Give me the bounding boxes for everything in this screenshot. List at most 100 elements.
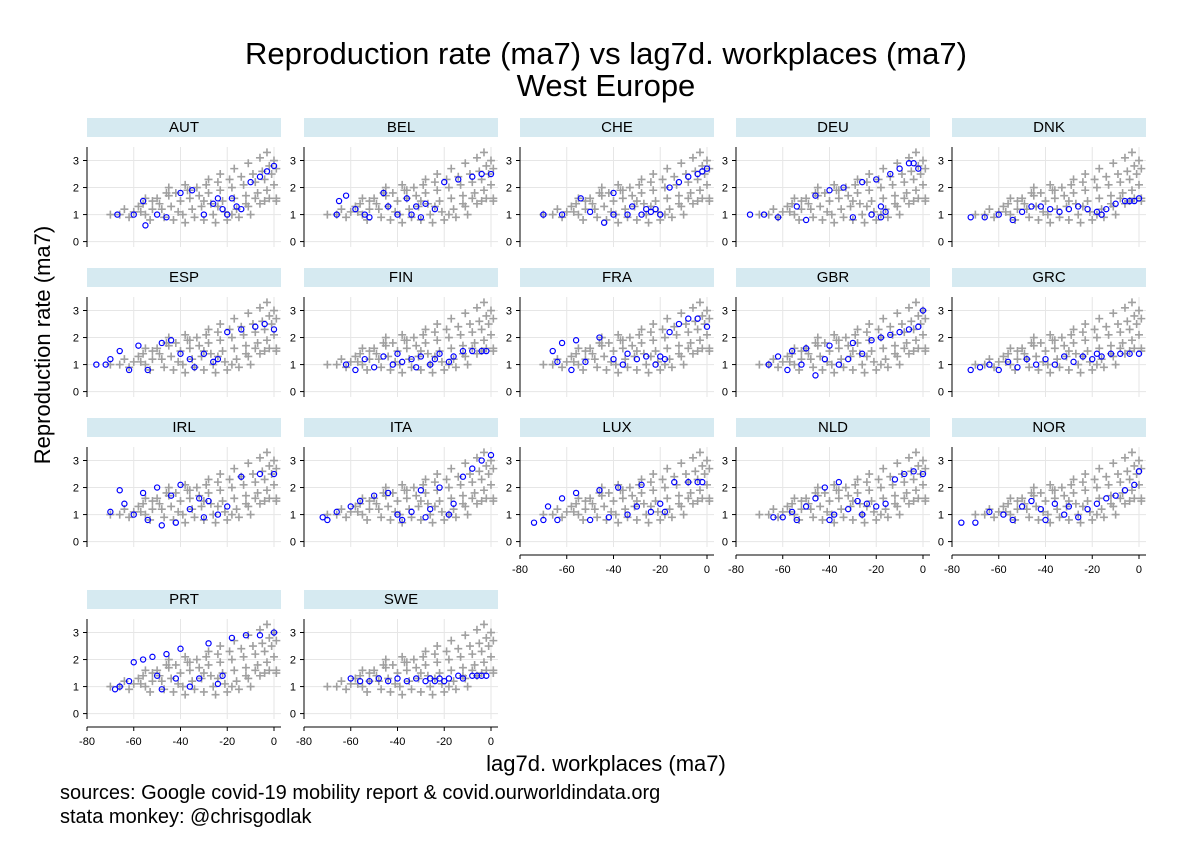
background-point [581, 497, 590, 506]
background-point [444, 210, 453, 219]
data-point [610, 355, 617, 363]
background-point [199, 687, 208, 696]
background-point [663, 464, 672, 473]
background-point [1060, 341, 1069, 350]
background-point [185, 494, 194, 503]
y-tick-label: 2 [290, 183, 296, 195]
background-point [332, 360, 341, 369]
background-point [1109, 459, 1118, 468]
background-point [234, 685, 243, 694]
background-point [1036, 188, 1045, 197]
background-point [458, 499, 467, 508]
background-point [834, 186, 843, 195]
background-point [176, 197, 185, 206]
data-point [469, 465, 476, 472]
data-point [210, 200, 217, 207]
background-point [844, 491, 853, 500]
background-point [628, 191, 637, 200]
background-point [421, 338, 430, 347]
y-tick-label: 2 [290, 333, 296, 345]
background-point [693, 197, 702, 206]
background-point [370, 666, 379, 675]
data-point [394, 511, 401, 518]
background-point [609, 197, 618, 206]
data-point [177, 481, 184, 489]
background-point [788, 199, 797, 208]
background-point [419, 180, 428, 189]
background-point [470, 188, 479, 197]
background-point [1006, 344, 1015, 353]
data-point [1135, 468, 1143, 475]
data-point [478, 170, 485, 178]
background-point [1041, 497, 1050, 506]
background-point [141, 494, 150, 503]
data-point [638, 211, 645, 218]
background-point [881, 355, 890, 364]
data-point [144, 366, 151, 374]
data-point [219, 205, 226, 213]
data-point [228, 195, 236, 202]
data-point [919, 470, 927, 478]
background-point [851, 180, 860, 189]
y-tick-label: 1 [290, 682, 296, 694]
data-point [643, 205, 650, 213]
background-point [146, 215, 155, 224]
background-point [248, 470, 257, 479]
data-point [445, 675, 453, 682]
background-point [148, 205, 157, 214]
background-point [1113, 170, 1122, 179]
background-point [374, 205, 383, 214]
background-point [260, 475, 269, 484]
data-point [427, 505, 434, 513]
data-point [114, 211, 121, 218]
background-point [171, 488, 180, 497]
y-tick-label: 0 [722, 537, 728, 549]
data-point [210, 358, 217, 366]
background-point [618, 336, 627, 345]
background-point [230, 494, 239, 503]
data-point [487, 170, 495, 178]
data-point [896, 328, 903, 336]
background-point [253, 338, 262, 347]
data-point [919, 307, 927, 314]
background-point [783, 352, 792, 361]
background-point [834, 486, 843, 495]
data-point [967, 366, 974, 374]
background-point [272, 636, 281, 645]
data-point [483, 672, 490, 679]
y-tick-label: 3 [722, 156, 728, 168]
data-point [356, 497, 364, 505]
background-point [890, 349, 899, 358]
background-point [239, 652, 248, 661]
y-tick-label: 3 [290, 306, 296, 318]
background-point [579, 515, 588, 524]
data-point [976, 364, 984, 371]
data-point [859, 511, 866, 518]
background-point [181, 690, 190, 699]
panel-label: NOR [1032, 419, 1066, 436]
background-point [1057, 333, 1066, 342]
background-point [688, 303, 697, 312]
data-point [1009, 216, 1016, 224]
background-point [388, 188, 397, 197]
background-point [1120, 303, 1129, 312]
data-point [821, 484, 829, 491]
panel-strip [736, 418, 930, 437]
data-point [572, 489, 580, 497]
background-point [139, 349, 148, 358]
background-point [155, 199, 164, 208]
background-point [572, 499, 581, 508]
background-point [358, 666, 367, 675]
background-point [674, 199, 683, 208]
data-point [652, 205, 659, 213]
y-tick-label: 0 [73, 709, 79, 721]
background-point [600, 352, 609, 361]
data-point [1117, 350, 1124, 357]
data-point [366, 677, 373, 685]
data-point [214, 680, 222, 688]
background-point [1055, 363, 1064, 372]
data-point [352, 366, 359, 374]
background-point [185, 194, 194, 203]
background-point [472, 303, 481, 312]
